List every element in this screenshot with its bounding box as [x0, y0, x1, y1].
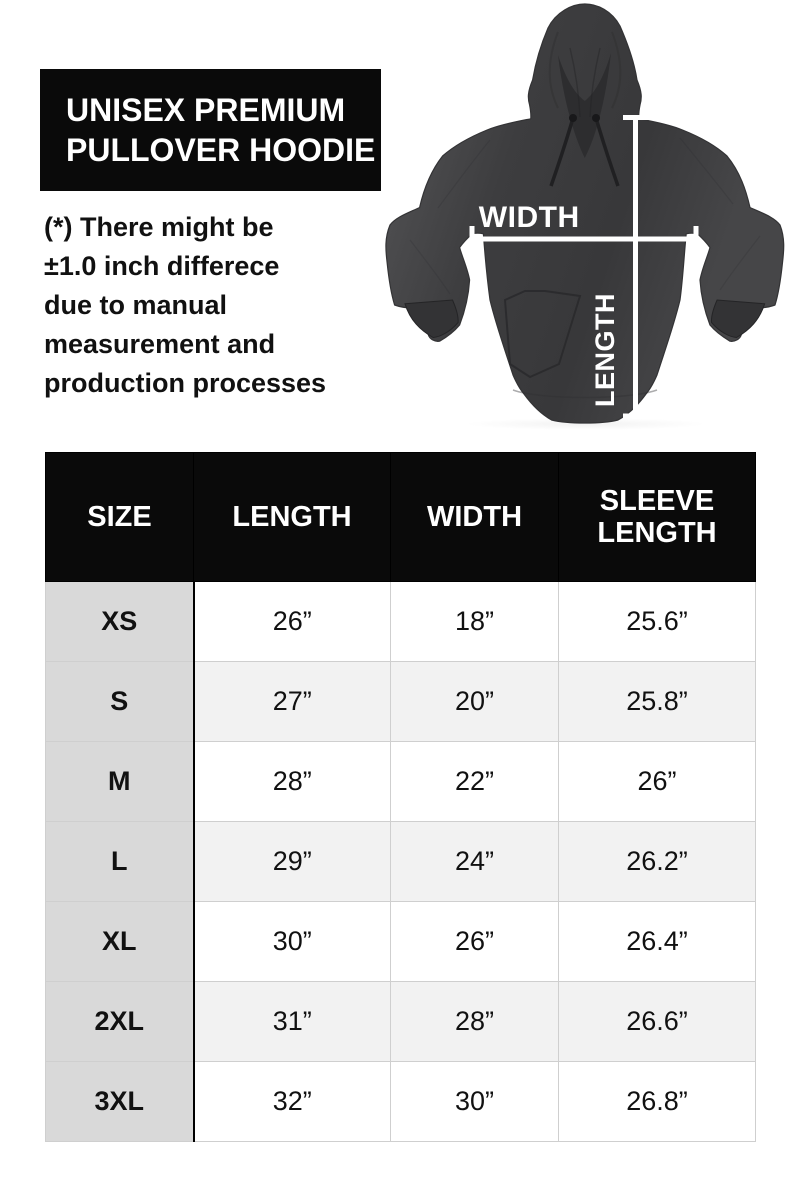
svg-text:WIDTH: WIDTH: [479, 201, 580, 234]
svg-text:LENGTH: LENGTH: [590, 293, 620, 407]
